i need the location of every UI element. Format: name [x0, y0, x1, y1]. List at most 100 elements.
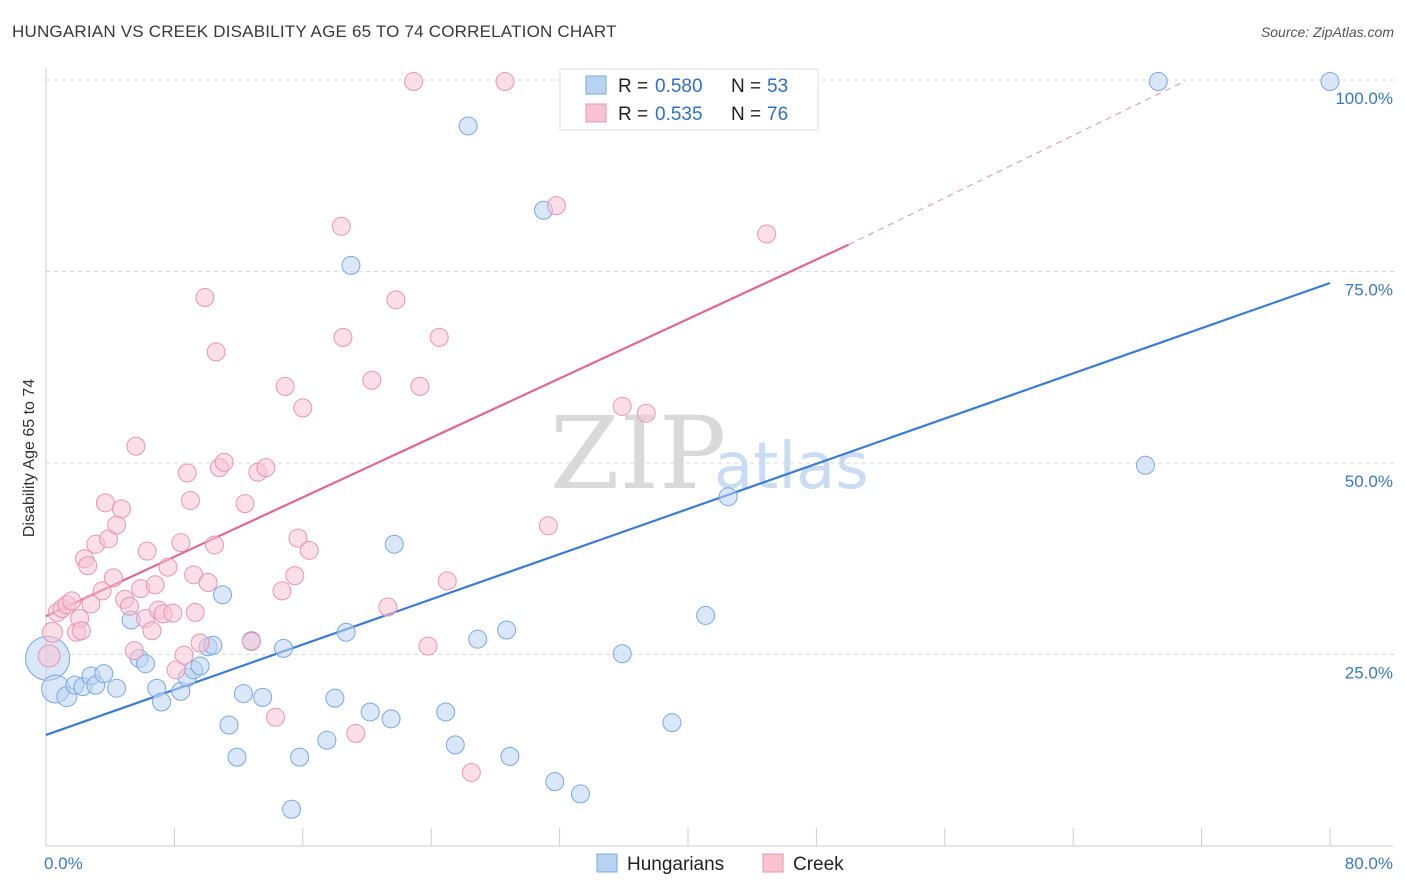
point-creek-65: [437, 571, 457, 591]
point-creek-61: [386, 290, 406, 310]
point-creek-69: [546, 196, 566, 216]
point-hungarians-43: [545, 772, 565, 792]
point-hungarians-49: [1135, 455, 1155, 475]
legend-swatch-creek: [585, 103, 607, 123]
point-hungarians-36: [436, 702, 456, 722]
point-creek-48: [256, 458, 276, 478]
point-creek-68: [538, 516, 558, 536]
point-creek-41: [205, 535, 225, 555]
point-hungarians-13: [152, 692, 172, 712]
point-hungarians-32: [341, 255, 361, 275]
y-tick-label-75: 75.0%: [1345, 281, 1393, 300]
point-creek-45: [235, 494, 255, 514]
point-creek-36: [180, 491, 200, 511]
point-hungarians-46: [662, 713, 682, 733]
legend-swatch-hungarians-bottom: [596, 853, 618, 873]
point-creek-71: [636, 403, 656, 423]
point-creek-35: [177, 463, 197, 483]
legend-label-creek: Creek: [793, 854, 844, 875]
point-creek-54: [293, 398, 313, 418]
point-creek-63: [418, 636, 438, 656]
point-creek-59: [362, 370, 382, 390]
trend-line-hungarians: [45, 281, 1331, 736]
point-hungarians-44: [570, 784, 590, 804]
point-hungarians-37: [445, 735, 465, 755]
point-creek-49: [266, 707, 286, 727]
point-creek-10: [78, 556, 98, 576]
trend-lines: [45, 80, 1331, 736]
point-hungarians-21: [219, 715, 239, 735]
point-creek-66: [461, 762, 481, 782]
point-hungarians-22: [227, 747, 247, 767]
point-creek-30: [158, 557, 178, 577]
point-creek-60: [378, 597, 398, 617]
point-creek-57: [333, 327, 353, 347]
legend-swatch-creek-bottom: [762, 853, 784, 873]
point-creek-32: [166, 660, 186, 680]
legend-swatch-hungarians: [585, 75, 607, 95]
point-creek-0: [37, 644, 61, 668]
point-creek-52: [285, 566, 305, 586]
point-hungarians-40: [497, 620, 517, 640]
point-creek-72: [757, 224, 777, 244]
point-hungarians-27: [282, 799, 302, 819]
point-hungarians-34: [381, 709, 401, 729]
point-hungarians-38: [458, 116, 478, 136]
legend-n-value-0: 53: [767, 76, 788, 97]
point-hungarians-28: [290, 747, 310, 767]
y-tick-label-25: 25.0%: [1345, 664, 1393, 683]
legend-r-label-1: R =: [618, 104, 648, 125]
point-creek-21: [124, 641, 144, 661]
point-hungarians-31: [336, 622, 356, 642]
y-tick-label-50: 50.0%: [1345, 472, 1393, 491]
point-hungarians-11: [136, 654, 156, 674]
point-creek-27: [145, 575, 165, 595]
point-hungarians-26: [274, 638, 294, 658]
point-hungarians-33: [360, 702, 380, 722]
point-creek-44: [214, 452, 234, 472]
point-hungarians-29: [317, 730, 337, 750]
point-creek-26: [142, 621, 162, 641]
point-creek-31: [163, 603, 183, 623]
point-creek-56: [331, 216, 351, 236]
point-creek-22: [126, 436, 146, 456]
y-axis-label: Disability Age 65 to 74: [21, 379, 38, 537]
point-creek-16: [103, 568, 123, 588]
trend-line-creek-extension: [848, 80, 1186, 246]
legend-n-label-0: N =: [731, 76, 761, 97]
point-creek-5: [62, 591, 82, 611]
point-hungarians-48: [718, 487, 738, 507]
point-hungarians-45: [612, 644, 632, 664]
point-creek-55: [299, 540, 319, 560]
legend-r-value-1: 0.535: [655, 104, 703, 125]
grid-lines: [46, 79, 1395, 655]
point-hungarians-25: [253, 687, 273, 707]
point-creek-33: [171, 533, 191, 553]
point-creek-40: [198, 572, 218, 592]
point-creek-8: [71, 621, 91, 641]
point-hungarians-17: [190, 656, 210, 676]
point-hungarians-51: [1320, 72, 1340, 92]
y-tick-label-100: 100.0%: [1335, 89, 1393, 108]
watermark-atlas: atlas: [714, 430, 869, 504]
data-points: [25, 72, 1340, 819]
source-label: Source: ZipAtlas.com: [1260, 24, 1394, 40]
point-hungarians-50: [1148, 72, 1168, 92]
point-creek-51: [275, 376, 295, 396]
point-hungarians-41: [500, 746, 520, 766]
point-hungarians-23: [233, 684, 253, 704]
point-creek-42: [206, 342, 226, 362]
chart-title: HUNGARIAN VS CREEK DISABILITY AGE 65 TO …: [12, 22, 617, 41]
x-tick-min: 0.0%: [44, 854, 83, 873]
point-hungarians-20: [213, 585, 233, 605]
point-hungarians-8: [107, 678, 127, 698]
point-hungarians-47: [696, 605, 716, 625]
point-creek-74: [185, 602, 205, 622]
y-tick-labels: 25.0% 50.0% 75.0% 100.0%: [1335, 89, 1393, 683]
point-creek-20: [119, 596, 139, 616]
point-hungarians-7: [94, 664, 114, 684]
x-tick-max: 80.0%: [1345, 854, 1393, 873]
point-creek-38: [190, 633, 210, 653]
stats-legend: R = 0.580 N = 53 R = 0.535 N = 76: [559, 68, 819, 131]
